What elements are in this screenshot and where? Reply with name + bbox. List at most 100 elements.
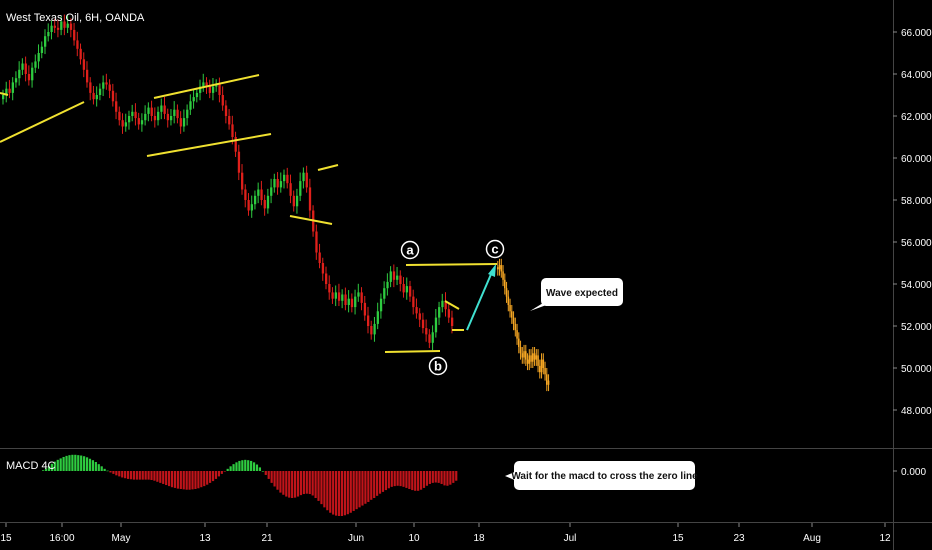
macd-bar bbox=[408, 471, 411, 489]
macd-bar bbox=[370, 471, 373, 500]
macd-bar bbox=[329, 471, 332, 513]
candle bbox=[363, 295, 367, 321]
candle bbox=[389, 266, 392, 288]
candle bbox=[144, 105, 147, 126]
candle bbox=[195, 87, 199, 103]
macd-axis[interactable]: 0.000 bbox=[893, 467, 926, 478]
projected-candle-body bbox=[530, 355, 532, 362]
macd-note-callout[interactable]: Wait for the macd to cross the zero line bbox=[505, 461, 698, 490]
candle-body bbox=[211, 86, 215, 93]
projected-candle-body bbox=[525, 351, 527, 360]
candle-body bbox=[263, 200, 266, 209]
symbol-title[interactable]: West Texas Oil, 6H, OANDA bbox=[6, 12, 145, 24]
candle bbox=[305, 165, 308, 193]
candle bbox=[237, 144, 241, 181]
projected-candle-body bbox=[509, 305, 511, 312]
macd-bar bbox=[42, 470, 45, 471]
candle-body bbox=[169, 116, 173, 121]
macd-bar bbox=[211, 471, 215, 482]
indicator-label[interactable]: MACD 4C bbox=[6, 460, 56, 472]
macd-bar bbox=[206, 471, 209, 485]
candle bbox=[408, 280, 412, 302]
candle-body bbox=[50, 25, 53, 32]
projected-candle bbox=[511, 305, 513, 324]
candle-body bbox=[318, 252, 321, 263]
candle bbox=[89, 77, 92, 101]
macd-bar bbox=[162, 471, 165, 484]
macd-bar bbox=[188, 471, 191, 490]
candle bbox=[11, 77, 14, 101]
projected-candle bbox=[498, 258, 501, 276]
candle bbox=[92, 85, 95, 105]
candle-body bbox=[228, 116, 231, 125]
candle-body bbox=[247, 200, 250, 211]
trendline-lower-support bbox=[0, 101, 85, 143]
candle-body bbox=[118, 111, 121, 121]
candle bbox=[434, 308, 438, 338]
candle bbox=[379, 293, 383, 319]
candle-body bbox=[105, 82, 108, 85]
projected-candle-body bbox=[519, 347, 522, 354]
candle-body bbox=[415, 307, 418, 314]
macd-bar bbox=[153, 471, 156, 481]
projected-candle bbox=[540, 353, 543, 379]
candle-body bbox=[328, 284, 331, 293]
macd-bar bbox=[346, 471, 349, 515]
macd-bar bbox=[173, 471, 177, 488]
candle-body bbox=[334, 292, 337, 299]
candle bbox=[189, 94, 192, 115]
macd-bar bbox=[381, 471, 385, 492]
candle-body bbox=[60, 21, 63, 30]
candle-body bbox=[160, 105, 163, 112]
projected-candle-body bbox=[526, 359, 529, 364]
candle bbox=[421, 312, 425, 334]
projected-candle-body bbox=[537, 355, 539, 366]
candle-body bbox=[405, 286, 409, 293]
candle bbox=[34, 54, 37, 73]
macd-bar bbox=[317, 471, 320, 501]
candle-body bbox=[360, 292, 363, 303]
macd-bar bbox=[165, 471, 168, 486]
time-axis[interactable]: 15 16:00 May 13 21 Jun 10 18 Jul 15 23 Aug 12 bbox=[0, 523, 891, 544]
candle bbox=[376, 302, 379, 330]
candle-body bbox=[266, 195, 270, 209]
candle bbox=[289, 174, 292, 204]
candle bbox=[315, 224, 318, 260]
candle bbox=[247, 193, 250, 216]
price-tick-label: 48.000 bbox=[901, 406, 932, 417]
macd-bar bbox=[44, 468, 48, 471]
candle bbox=[344, 287, 347, 311]
projected-candle-body bbox=[528, 355, 531, 364]
candle-body bbox=[73, 29, 76, 41]
candle-body bbox=[199, 86, 202, 93]
candle bbox=[318, 243, 321, 269]
candle-body bbox=[18, 69, 21, 79]
candle-body bbox=[344, 294, 347, 305]
wave-expected-callout[interactable]: Wave expected bbox=[530, 278, 623, 311]
wave-label-a: a bbox=[400, 240, 420, 260]
candle bbox=[366, 306, 370, 334]
candle bbox=[241, 164, 244, 195]
callout-text: Wave expected bbox=[546, 288, 618, 299]
candle bbox=[341, 289, 344, 309]
candle-body bbox=[383, 288, 386, 299]
macd-bar bbox=[335, 471, 338, 516]
candle-body bbox=[40, 46, 44, 53]
candle bbox=[153, 107, 157, 128]
candle bbox=[40, 41, 44, 59]
macd-bar bbox=[132, 471, 136, 480]
projected-candle bbox=[537, 349, 539, 373]
candle bbox=[308, 178, 312, 218]
wave-label-c-text: c bbox=[491, 242, 498, 257]
macd-bar bbox=[53, 461, 56, 471]
wave-b-line bbox=[384, 350, 441, 353]
candle-body bbox=[14, 78, 18, 83]
candle-body bbox=[450, 317, 454, 326]
candle-body bbox=[257, 189, 260, 196]
macd-bar bbox=[449, 471, 452, 485]
macd-bar bbox=[261, 471, 264, 472]
price-axis[interactable]: 66.000 64.000 62.000 60.000 58.000 56.000 54.0… bbox=[893, 28, 932, 417]
candle-body bbox=[195, 92, 199, 98]
flag-upper-line bbox=[317, 164, 339, 171]
